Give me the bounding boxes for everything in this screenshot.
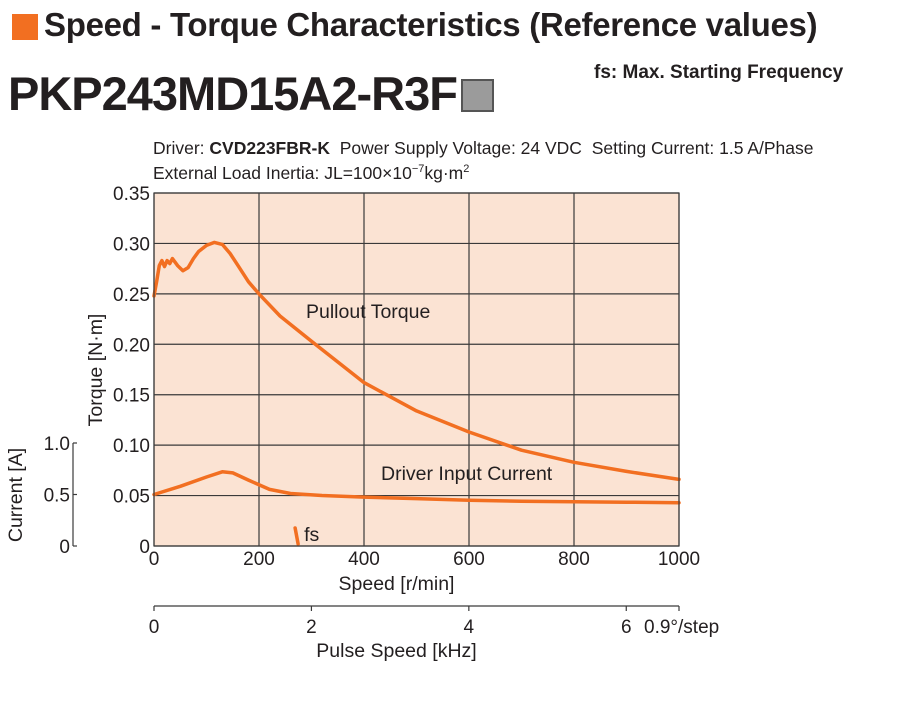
model-suffix-box	[460, 79, 494, 112]
y-tick-label: 0.15	[113, 386, 150, 407]
x-tick-label: 400	[348, 549, 380, 570]
pulse-tick-label: 4	[464, 617, 475, 638]
y-tick-label: 0.20	[113, 335, 150, 356]
current-tick-label: 0	[59, 537, 70, 558]
fs-label: fs	[304, 524, 319, 546]
inertia-prefix: External Load Inertia: JL=100×10	[153, 163, 412, 183]
pullout-torque-line	[152, 240, 681, 482]
current-axis-title: Current [A]	[5, 448, 27, 542]
inertia-conditions-line: External Load Inertia: JL=100×10−7kg·m2	[153, 163, 469, 184]
pulse-tick-label: 2	[306, 617, 317, 638]
pulse-tick-label: 0	[149, 617, 160, 638]
pullout-torque-label: Pullout Torque	[306, 301, 430, 323]
current-tick-label: 1.0	[44, 434, 70, 455]
plot-frame	[153, 192, 680, 547]
x-axis-title: Speed [r/min]	[339, 573, 455, 595]
driver-input-current-label: Driver Input Current	[381, 463, 553, 485]
inertia-unit: kg·m	[424, 163, 464, 183]
setting-current-text: Setting Current: 1.5 A/Phase	[591, 138, 814, 158]
page-title: Speed - Torque Characteristics (Referenc…	[44, 6, 818, 43]
y-tick-label: 0.05	[113, 487, 150, 508]
fs-marker	[293, 526, 300, 546]
chart-axes	[72, 192, 680, 611]
plot-background	[154, 193, 679, 546]
driver-conditions-line: Driver: CVD223FBR-K Power Supply Voltage…	[153, 138, 814, 159]
y-tick-label: 0.10	[113, 436, 150, 457]
y-tick-label: 0.25	[113, 285, 150, 306]
fs-definition-note: fs: Max. Starting Frequency	[594, 62, 844, 83]
inertia-unit-exponent: 2	[463, 163, 470, 176]
driver-model: CVD223FBR-K	[209, 138, 330, 158]
pulse-step-label: 0.9°/step	[644, 617, 719, 638]
title-marker-square	[12, 14, 38, 40]
power-supply-text: Power Supply Voltage: 24 VDC	[339, 138, 582, 158]
driver-input-current-line	[152, 470, 681, 505]
pulse-tick-label: 6	[621, 617, 632, 638]
chart-curves	[152, 240, 681, 546]
x-tick-label: 0	[149, 549, 160, 570]
x-tick-label: 1000	[658, 549, 700, 570]
x-tick-label: 800	[558, 549, 590, 570]
inertia-exponent: −7	[411, 163, 425, 176]
x-tick-label: 200	[243, 549, 275, 570]
driver-label: Driver:	[153, 138, 205, 158]
x-tick-label: 600	[453, 549, 485, 570]
y-axis-title: Torque [N·m]	[85, 314, 107, 427]
model-number: PKP243MD15A2-R3F	[8, 67, 458, 120]
pulse-axis-title: Pulse Speed [kHz]	[316, 640, 476, 662]
chart-labels: 0 200 400 600 800 100000.050.100.150.200.250.…	[5, 184, 719, 662]
current-tick-label: 0.5	[44, 486, 70, 507]
y-tick-label: 0.30	[113, 234, 150, 255]
model-heading: PKP243MD15A2-R3F	[8, 66, 494, 121]
y-tick-label: 0	[139, 537, 150, 558]
y-tick-label: 0.35	[113, 184, 150, 205]
